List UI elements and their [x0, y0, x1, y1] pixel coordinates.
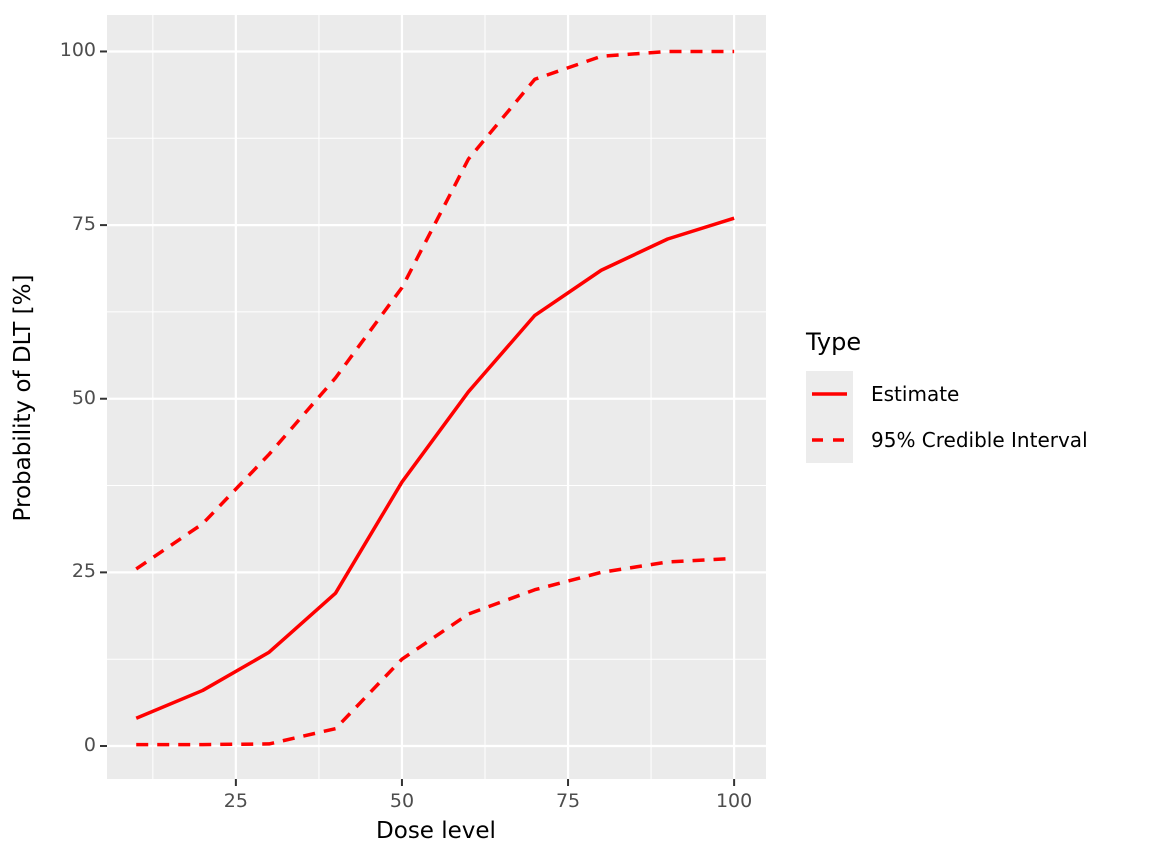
legend-title: Type	[806, 328, 862, 356]
y-tick-label-50: 50	[71, 386, 96, 409]
y-tick-label-25: 25	[71, 560, 96, 583]
y-tick-label-0: 0	[83, 734, 96, 756]
x-tick-label-25: 25	[223, 790, 248, 812]
y-tick-label-100: 100	[59, 39, 96, 62]
legend-key-solid	[806, 371, 853, 417]
dashed-line-sample	[812, 438, 848, 442]
ci-lower-line	[136, 556, 735, 747]
plot-panel	[107, 15, 766, 779]
solid-line-sample	[812, 392, 847, 396]
legend-label-credible-interval: 95% Credible Interval	[871, 428, 1088, 452]
legend-label-estimate: Estimate	[871, 382, 960, 406]
y-tick-label-75: 75	[71, 213, 96, 236]
x-tick-label-75: 75	[555, 790, 581, 812]
x-tick-label-100: 100	[715, 790, 753, 812]
x-axis-title: Dose level	[376, 818, 496, 844]
legend: Type Estimate 95% Credible Interval	[806, 328, 1088, 463]
legend-key-dashed	[806, 417, 853, 463]
legend-entry-credible-interval: 95% Credible Interval	[806, 417, 1088, 463]
legend-entry-estimate: Estimate	[806, 371, 1088, 417]
x-tick-label-50: 50	[389, 790, 415, 812]
estimate-line	[135, 216, 735, 720]
ci-upper-line	[135, 49, 735, 571]
